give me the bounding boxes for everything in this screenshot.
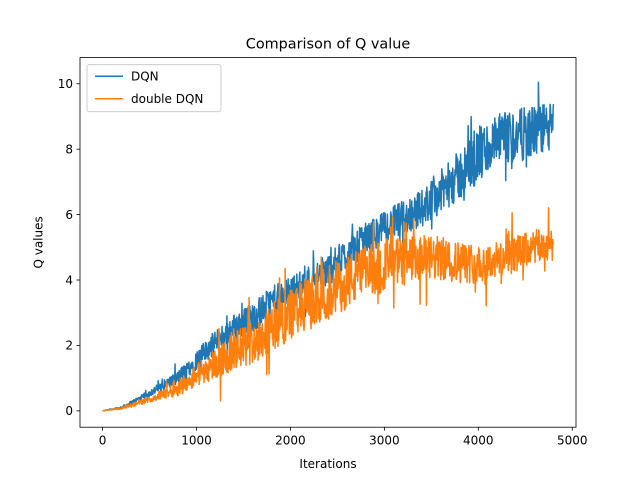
series-layer xyxy=(102,81,555,412)
series-line-dqn xyxy=(102,81,555,412)
legend-label-dqn: DQN xyxy=(131,69,159,83)
y-axis-label: Q values xyxy=(32,216,46,268)
y-tick-label: 6 xyxy=(65,208,73,222)
series-line-double-dqn xyxy=(102,207,555,412)
x-tick-label: 2000 xyxy=(275,434,306,448)
plot-frame xyxy=(79,57,577,428)
y-tick-label: 0 xyxy=(65,404,73,418)
x-tick-label: 5000 xyxy=(557,434,588,448)
x-tick-label: 4000 xyxy=(463,434,494,448)
x-axis-label: Iterations xyxy=(299,457,356,471)
y-tick-label: 2 xyxy=(65,339,73,353)
x-tick-label: 3000 xyxy=(369,434,400,448)
legend: DQN double DQN xyxy=(86,64,222,113)
legend-label-double-dqn: double DQN xyxy=(131,92,203,106)
chart-title: Comparison of Q value xyxy=(246,37,411,53)
x-tick-label: 0 xyxy=(99,434,107,448)
x-tick-label: 1000 xyxy=(181,434,212,448)
y-axis-ticks: 0 2 4 6 8 10 xyxy=(58,77,80,418)
y-tick-label: 8 xyxy=(65,142,73,156)
y-tick-label: 4 xyxy=(65,273,73,287)
y-tick-label: 10 xyxy=(58,77,73,91)
x-axis-ticks: 0 1000 2000 3000 4000 5000 xyxy=(99,427,588,448)
